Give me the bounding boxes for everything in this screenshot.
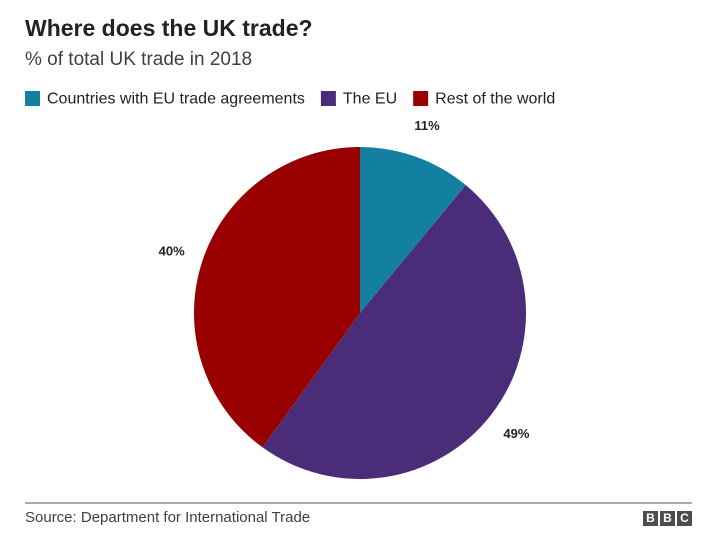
pie-slice [360,147,466,313]
value-label: 49% [503,426,529,441]
legend-swatch [25,91,40,106]
legend-swatch [320,91,336,106]
logo-box [677,511,692,526]
logo-letter: B [663,511,672,525]
pie-slice [193,147,360,448]
legend: Countries with EU trade agreements The EU… [25,91,555,108]
pie: 11% 49% 40% [159,118,530,479]
legend-swatch [413,91,429,106]
legend-label: The EU [343,91,397,108]
source: Source: Department for International Tra… [25,509,310,526]
pie-slice [262,185,526,479]
chart-title: Where does the UK trade? [25,15,313,41]
chart-subtitle: % of total UK trade in 2018 [25,49,252,70]
value-label: 40% [159,243,185,258]
legend-label: Countries with EU trade agreements [47,91,305,108]
legend-label: Rest of the world [435,91,555,108]
logo-letter: C [680,511,689,525]
logo-box [660,511,675,526]
value-label: 11% [414,118,440,133]
logo-box [643,511,658,526]
logo-letter: B [646,511,655,525]
